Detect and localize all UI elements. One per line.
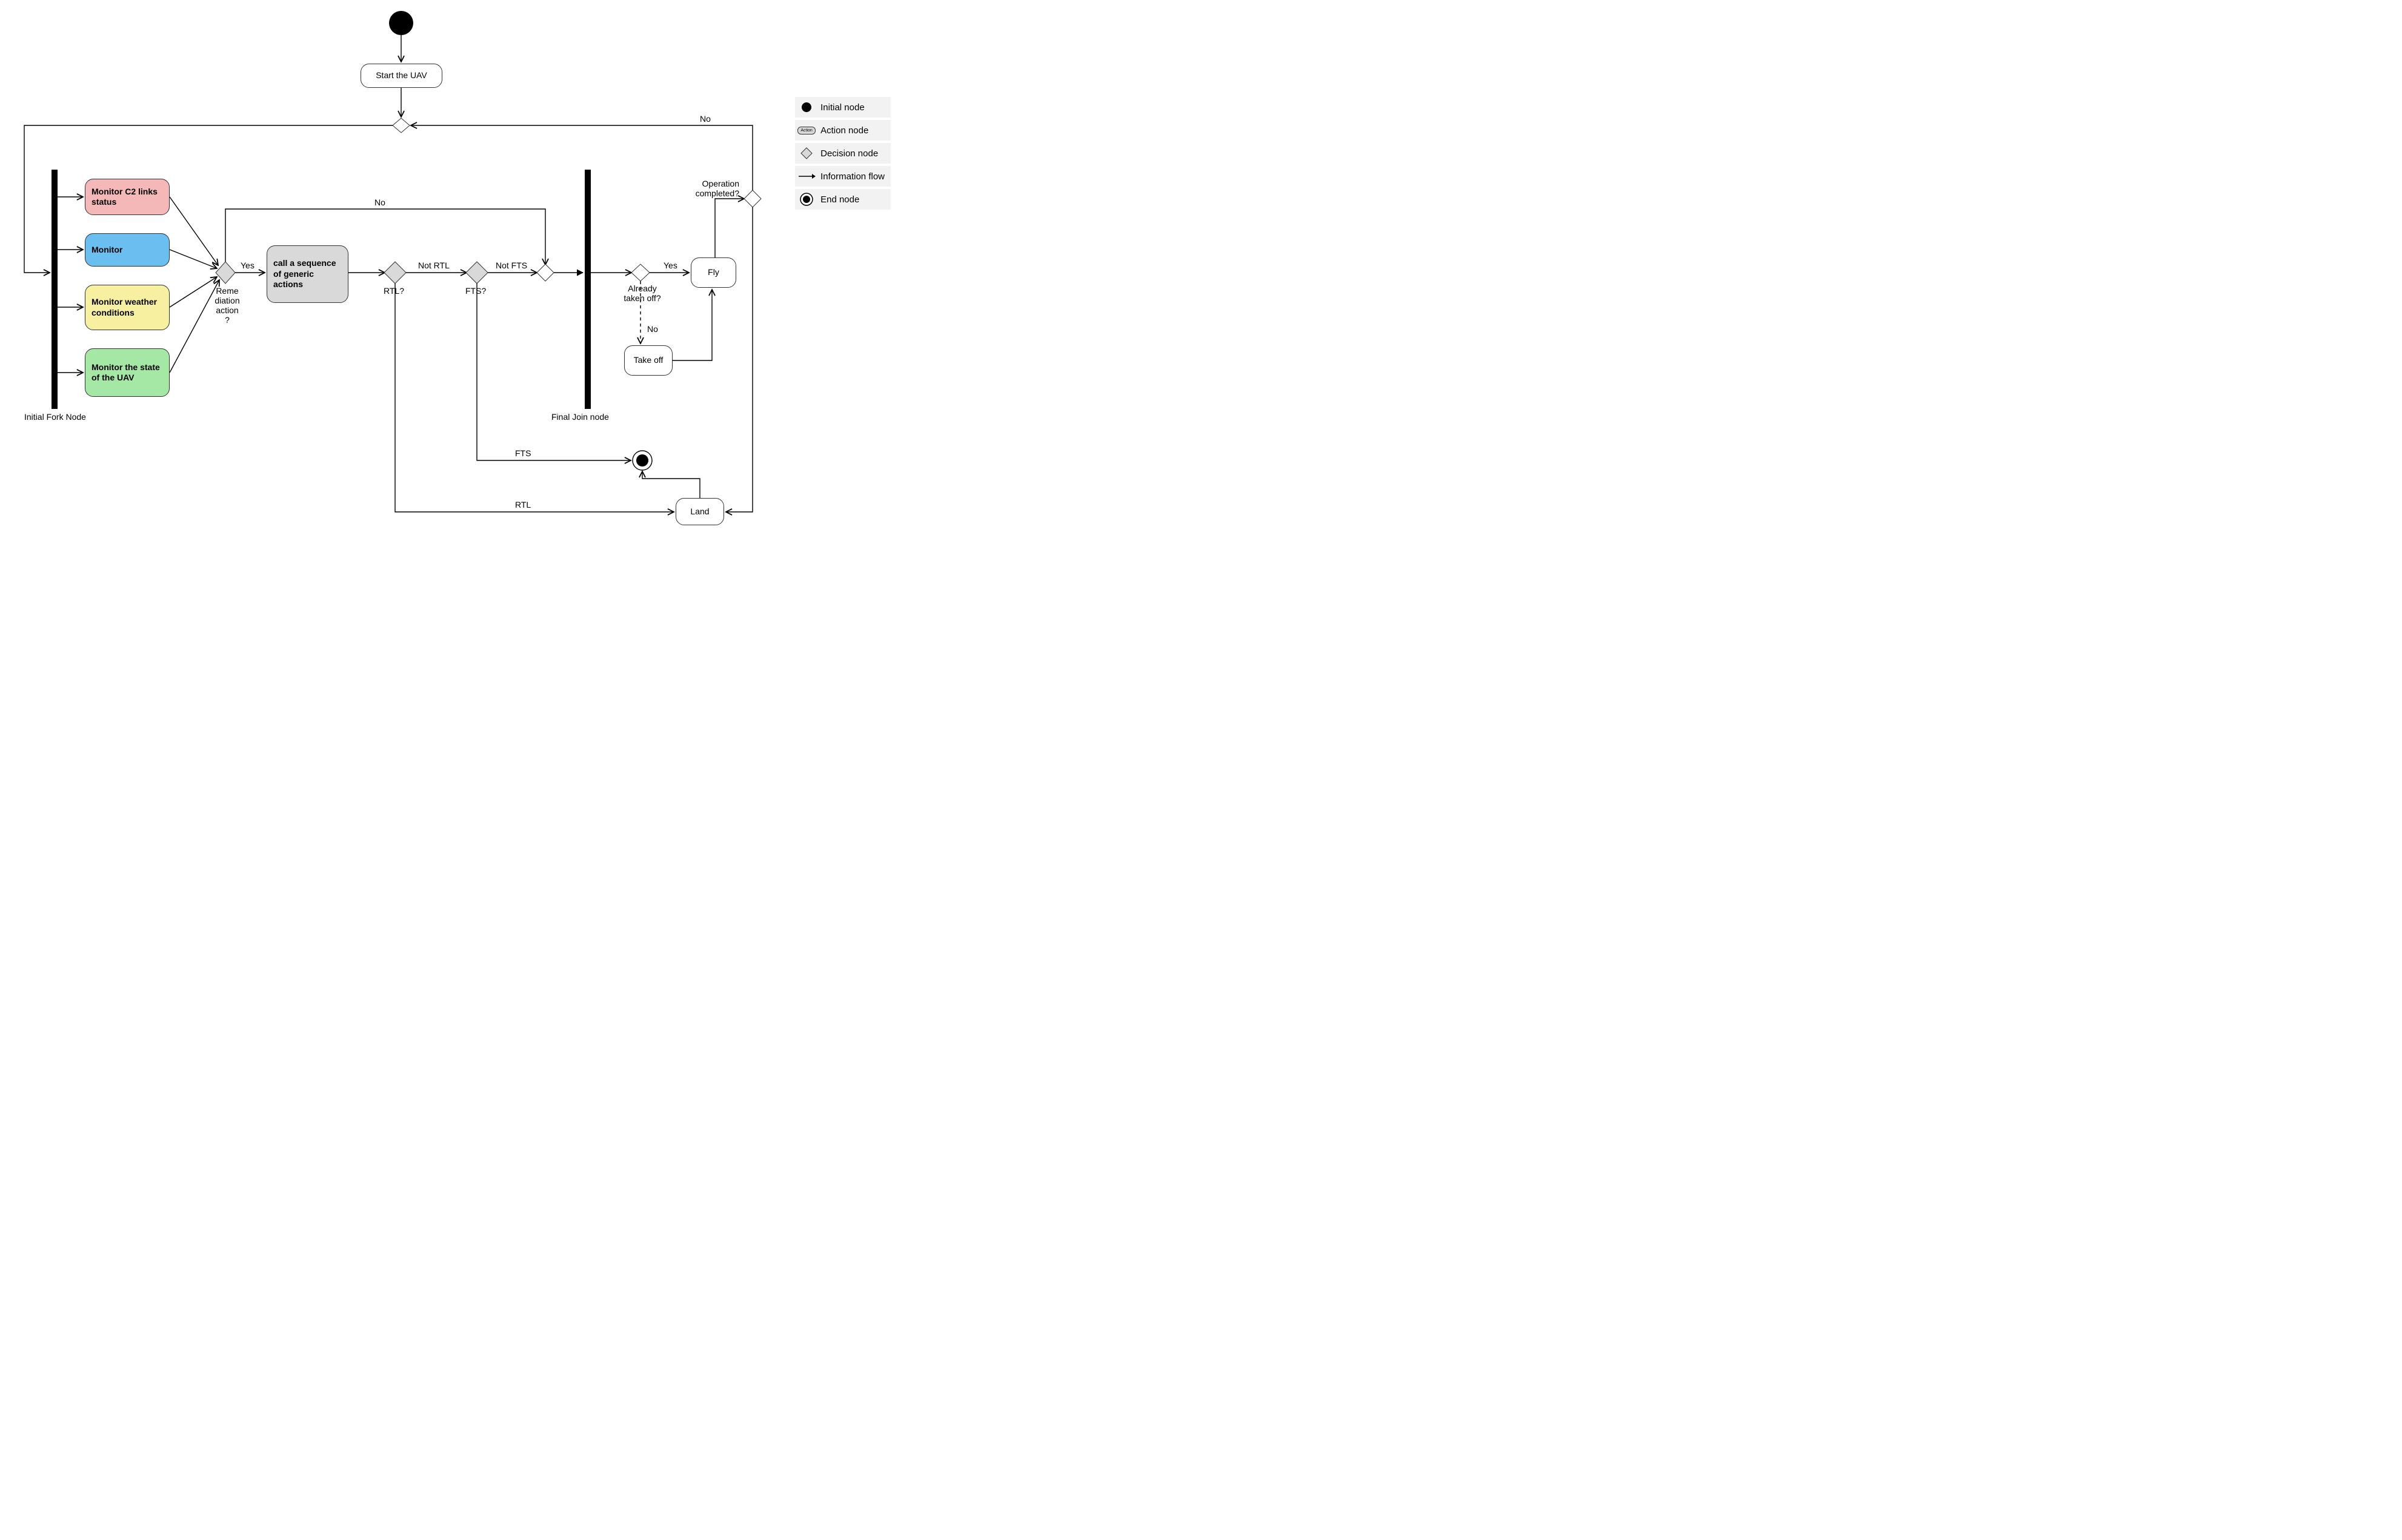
node-monitor-weather-label: Monitor weather conditions xyxy=(91,297,163,318)
legend-row-action: Action Action node xyxy=(795,120,891,141)
initial-node xyxy=(389,11,413,35)
initial-fork-bar xyxy=(52,170,58,409)
legend: Initial node Action Action node Decision… xyxy=(795,97,891,212)
action-node-icon: Action xyxy=(795,127,818,134)
node-land: Land xyxy=(676,498,724,525)
label-already-no: No xyxy=(647,324,658,334)
node-monitor-label: Monitor xyxy=(91,245,122,256)
label-already-yes: Yes xyxy=(664,261,677,270)
node-monitor: Monitor xyxy=(85,233,170,267)
node-fly: Fly xyxy=(691,257,736,288)
arrow-icon xyxy=(795,169,818,184)
legend-flow-label: Information flow xyxy=(818,171,885,182)
decision-already-taken-off xyxy=(631,264,650,281)
legend-initial-label: Initial node xyxy=(818,102,865,113)
legend-row-end: End node xyxy=(795,189,891,210)
node-call-sequence-label: call a sequence of generic actions xyxy=(273,258,342,290)
decision-node-icon xyxy=(795,146,818,161)
join-bar-label: Final Join node xyxy=(551,412,609,422)
legend-action-label: Action node xyxy=(818,125,868,136)
label-not-fts: Not FTS xyxy=(496,261,527,270)
node-monitor-c2-label: Monitor C2 links status xyxy=(91,187,163,208)
label-fts-down: FTS xyxy=(515,448,531,458)
label-fts-q: FTS? xyxy=(465,286,486,296)
label-remediation: Remediation action? xyxy=(209,286,245,325)
final-join-bar xyxy=(585,170,591,409)
node-monitor-state-label: Monitor the state of the UAV xyxy=(91,362,163,383)
label-already-taken-off: Alreadytaken off? xyxy=(618,284,667,303)
decision-rtl xyxy=(384,262,406,284)
label-op-no: No xyxy=(700,114,711,124)
label-op-completed: Operationcompleted? xyxy=(673,179,739,198)
merge-mid-diamond xyxy=(537,264,554,281)
legend-row-initial: Initial node xyxy=(795,97,891,118)
label-rtl-down: RTL xyxy=(515,500,531,509)
node-call-sequence: call a sequence of generic actions xyxy=(267,245,348,303)
label-rtl-q: RTL? xyxy=(384,286,404,296)
legend-row-decision: Decision node xyxy=(795,143,891,164)
decision-fts xyxy=(466,262,488,284)
diagram-stage: Initial Fork Node Final Join node Start … xyxy=(0,0,897,576)
legend-decision-label: Decision node xyxy=(818,148,878,159)
node-land-label: Land xyxy=(690,506,709,517)
initial-node-icon xyxy=(795,100,818,115)
node-start-uav-label: Start the UAV xyxy=(376,70,427,81)
legend-row-flow: Information flow xyxy=(795,166,891,187)
node-start-uav: Start the UAV xyxy=(361,64,442,88)
decision-op-completed xyxy=(744,190,761,207)
end-node-icon xyxy=(795,192,818,207)
label-remediation-no: No xyxy=(374,197,385,207)
merge-top-diamond xyxy=(393,118,410,133)
fork-bar-label: Initial Fork Node xyxy=(24,412,86,422)
node-take-off-label: Take off xyxy=(634,355,664,366)
node-monitor-state: Monitor the state of the UAV xyxy=(85,348,170,397)
node-monitor-weather: Monitor weather conditions xyxy=(85,285,170,330)
legend-end-label: End node xyxy=(818,194,859,205)
node-take-off: Take off xyxy=(624,345,673,376)
label-not-rtl: Not RTL xyxy=(418,261,450,270)
end-node xyxy=(633,451,652,470)
decision-remediation xyxy=(216,262,235,284)
node-monitor-c2: Monitor C2 links status xyxy=(85,179,170,215)
label-remediation-yes: Yes xyxy=(241,261,255,270)
node-fly-label: Fly xyxy=(708,267,719,278)
